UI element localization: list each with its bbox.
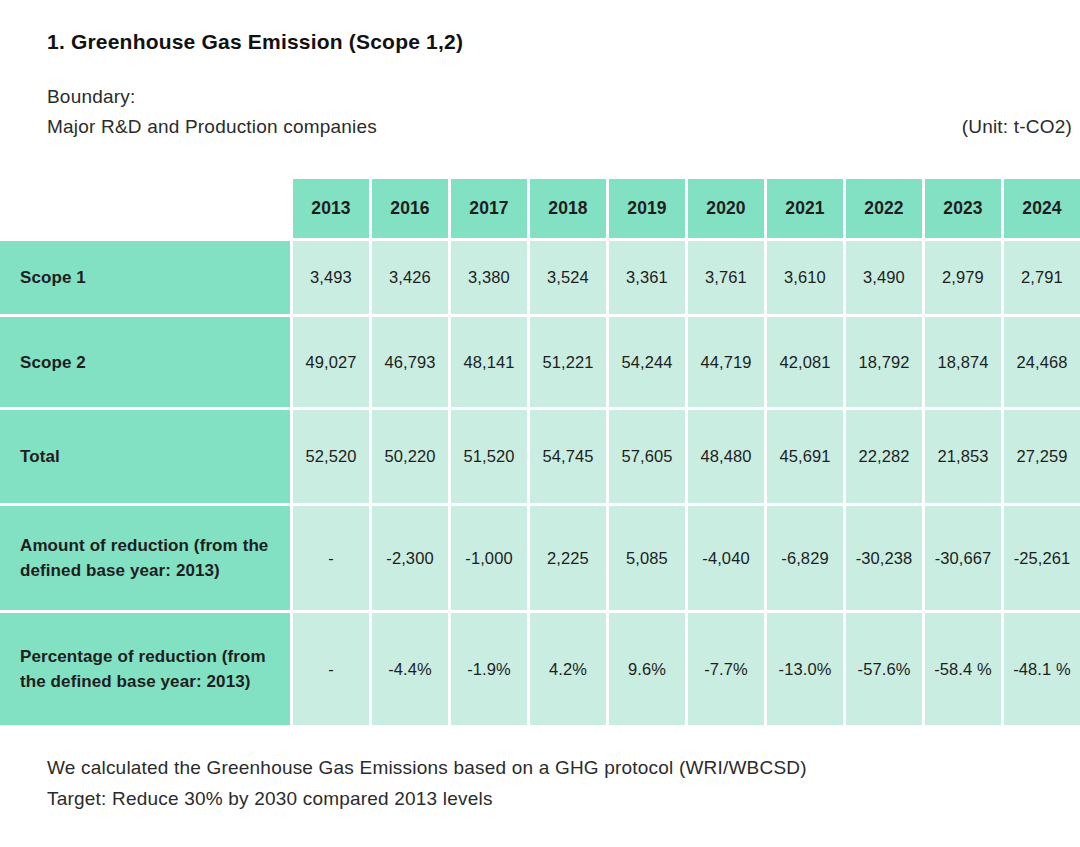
report-page: 1. Greenhouse Gas Emission (Scope 1,2) B… — [0, 30, 1080, 847]
year-header-2019: 2019 — [609, 179, 685, 238]
data-cell: 46,793 — [372, 317, 448, 407]
data-cell: 2,791 — [1004, 241, 1080, 314]
year-header-2022: 2022 — [846, 179, 922, 238]
year-header-2020: 2020 — [688, 179, 764, 238]
data-cell: -6,829 — [767, 506, 843, 610]
boundary-block: Boundary: Major R&D and Production compa… — [47, 82, 377, 142]
data-cell: 3,361 — [609, 241, 685, 314]
emissions-table: 2013201620172018201920202021202220232024… — [0, 179, 1080, 725]
data-cell: 3,380 — [451, 241, 527, 314]
data-cell: 3,524 — [530, 241, 606, 314]
year-header-2021: 2021 — [767, 179, 843, 238]
row-label: Scope 2 — [0, 317, 290, 407]
data-cell: 2,225 — [530, 506, 606, 610]
footnote-methodology: We calculated the Greenhouse Gas Emissio… — [47, 752, 1080, 783]
year-header-2024: 2024 — [1004, 179, 1080, 238]
data-cell: - — [293, 506, 369, 610]
data-cell: 48,480 — [688, 410, 764, 503]
data-cell: -1,000 — [451, 506, 527, 610]
data-cell: 49,027 — [293, 317, 369, 407]
data-cell: 51,221 — [530, 317, 606, 407]
boundary-label: Boundary: — [47, 82, 377, 112]
data-cell: 27,259 — [1004, 410, 1080, 503]
year-header-2023: 2023 — [925, 179, 1001, 238]
data-cell: -4,040 — [688, 506, 764, 610]
row-label: Amount of reduction (from the defined ba… — [0, 506, 290, 610]
data-cell: 54,244 — [609, 317, 685, 407]
data-cell: 3,761 — [688, 241, 764, 314]
data-cell: 21,853 — [925, 410, 1001, 503]
data-cell: -48.1 % — [1004, 613, 1080, 725]
data-cell: 51,520 — [451, 410, 527, 503]
data-cell: 18,874 — [925, 317, 1001, 407]
year-header-2016: 2016 — [372, 179, 448, 238]
year-header-2017: 2017 — [451, 179, 527, 238]
data-cell: - — [293, 613, 369, 725]
data-cell: 2,979 — [925, 241, 1001, 314]
data-cell: 3,490 — [846, 241, 922, 314]
data-cell: -57.6% — [846, 613, 922, 725]
data-cell: 3,610 — [767, 241, 843, 314]
data-cell: 9.6% — [609, 613, 685, 725]
data-cell: 3,426 — [372, 241, 448, 314]
data-cell: 48,141 — [451, 317, 527, 407]
data-cell: 22,282 — [846, 410, 922, 503]
data-cell: 24,468 — [1004, 317, 1080, 407]
data-cell: -7.7% — [688, 613, 764, 725]
row-label: Percentage of reduction (from the define… — [0, 613, 290, 725]
data-cell: 50,220 — [372, 410, 448, 503]
boundary-value: Major R&D and Production companies — [47, 112, 377, 142]
data-cell: 52,520 — [293, 410, 369, 503]
data-cell: 42,081 — [767, 317, 843, 407]
data-cell: 3,493 — [293, 241, 369, 314]
row-label: Scope 1 — [0, 241, 290, 314]
table-corner-cell — [0, 179, 290, 238]
data-cell: -25,261 — [1004, 506, 1080, 610]
year-header-2013: 2013 — [293, 179, 369, 238]
data-cell: -30,667 — [925, 506, 1001, 610]
unit-note: (Unit: t-CO2) — [962, 112, 1072, 142]
year-header-2018: 2018 — [530, 179, 606, 238]
footnote-block: We calculated the Greenhouse Gas Emissio… — [47, 752, 1080, 814]
row-label: Total — [0, 410, 290, 503]
page-title: 1. Greenhouse Gas Emission (Scope 1,2) — [47, 30, 1080, 54]
data-cell: -30,238 — [846, 506, 922, 610]
data-cell: 18,792 — [846, 317, 922, 407]
data-cell: 5,085 — [609, 506, 685, 610]
footnote-target: Target: Reduce 30% by 2030 compared 2013… — [47, 783, 1080, 814]
data-cell: 54,745 — [530, 410, 606, 503]
subhead-row: Boundary: Major R&D and Production compa… — [47, 82, 1072, 142]
data-cell: 57,605 — [609, 410, 685, 503]
data-cell: -58.4 % — [925, 613, 1001, 725]
data-cell: -2,300 — [372, 506, 448, 610]
data-cell: 4.2% — [530, 613, 606, 725]
data-cell: -13.0% — [767, 613, 843, 725]
data-cell: -4.4% — [372, 613, 448, 725]
data-cell: -1.9% — [451, 613, 527, 725]
data-cell: 44,719 — [688, 317, 764, 407]
data-cell: 45,691 — [767, 410, 843, 503]
